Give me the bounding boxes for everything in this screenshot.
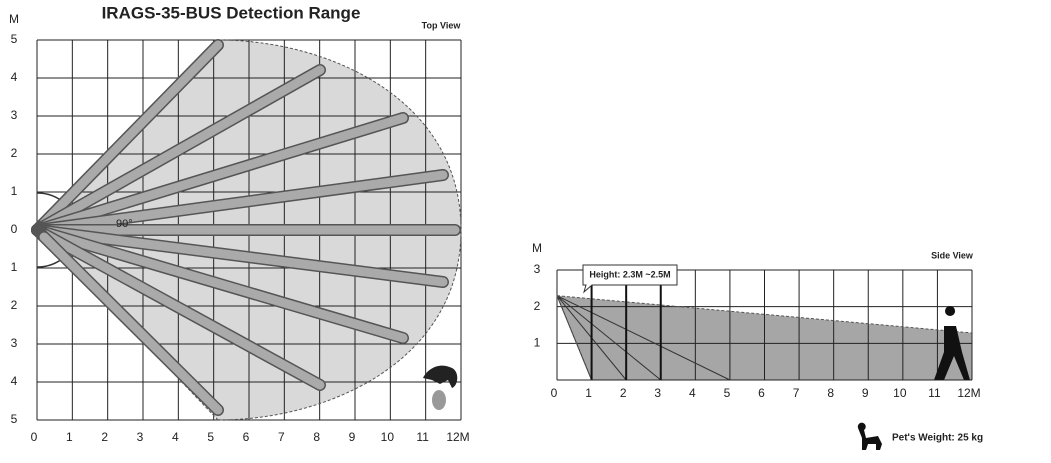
y-label: 4: [11, 374, 18, 388]
beam: [42, 113, 408, 232]
x-label: 12M: [957, 386, 980, 400]
x-label: 5: [724, 386, 731, 400]
x-label: 4: [689, 386, 696, 400]
x-label: 2: [620, 386, 627, 400]
x-label: 5: [207, 430, 214, 444]
x-label: 1: [66, 430, 73, 444]
x-label: 8: [313, 430, 320, 444]
x-label: 6: [243, 430, 250, 444]
height-label: Height: 2.3M ~2.5M: [589, 269, 670, 279]
x-label: 6: [758, 386, 765, 400]
pet-weight: Pet's Weight: 25 kg: [892, 433, 983, 444]
title: IRAGS-35-BUS Detection Range: [102, 3, 361, 22]
y-label: 3: [534, 262, 541, 276]
x-label: 0: [31, 430, 38, 444]
y-label: 0: [11, 222, 18, 236]
coverage-edge: [556, 295, 973, 334]
pet-shadow: [432, 390, 446, 410]
beam: [42, 226, 448, 287]
beam: [39, 40, 223, 228]
x-label: 0: [551, 386, 558, 400]
y-label: 3: [11, 108, 18, 122]
view-label: Top View: [422, 20, 462, 30]
beam: [39, 232, 223, 415]
x-label: 7: [793, 386, 800, 400]
x-label: 7: [278, 430, 285, 444]
y-label: 1: [534, 336, 541, 350]
y-label: 2: [11, 146, 18, 160]
angle-label: 90°: [116, 218, 133, 230]
pet-icon: [423, 365, 458, 388]
y-unit: M: [532, 241, 542, 255]
person-icon: [934, 306, 970, 380]
y-label: 5: [11, 412, 18, 426]
x-label: 2: [101, 430, 108, 444]
beam: [41, 230, 325, 390]
x-label: 8: [827, 386, 834, 400]
beam: [41, 65, 325, 230]
y-unit: M: [9, 12, 19, 26]
beam: [42, 170, 448, 234]
view-label: Side View: [931, 250, 974, 260]
x-label: 10: [381, 430, 395, 444]
callout: [582, 264, 678, 294]
y-label: 1: [11, 184, 18, 198]
x-label: 1: [585, 386, 592, 400]
x-label: 11: [416, 430, 429, 444]
dog-icon: [857, 422, 882, 450]
y-label: 4: [11, 70, 18, 84]
x-label: 11: [928, 386, 941, 400]
x-label: 10: [893, 386, 907, 400]
x-label: 12M: [446, 430, 469, 444]
beam: [42, 228, 408, 343]
beam-line: [556, 295, 731, 381]
y-label: 2: [534, 299, 541, 313]
x-label: 9: [862, 386, 869, 400]
y-label: 1: [11, 260, 18, 274]
x-label: 4: [172, 430, 179, 444]
coverage-edge: [556, 295, 593, 381]
y-label: 5: [11, 32, 18, 46]
x-label: 3: [654, 386, 661, 400]
beam-line: [556, 295, 662, 381]
x-label: 9: [349, 430, 356, 444]
y-label: 2: [11, 298, 18, 312]
y-label: 3: [11, 336, 18, 350]
x-label: 3: [137, 430, 144, 444]
